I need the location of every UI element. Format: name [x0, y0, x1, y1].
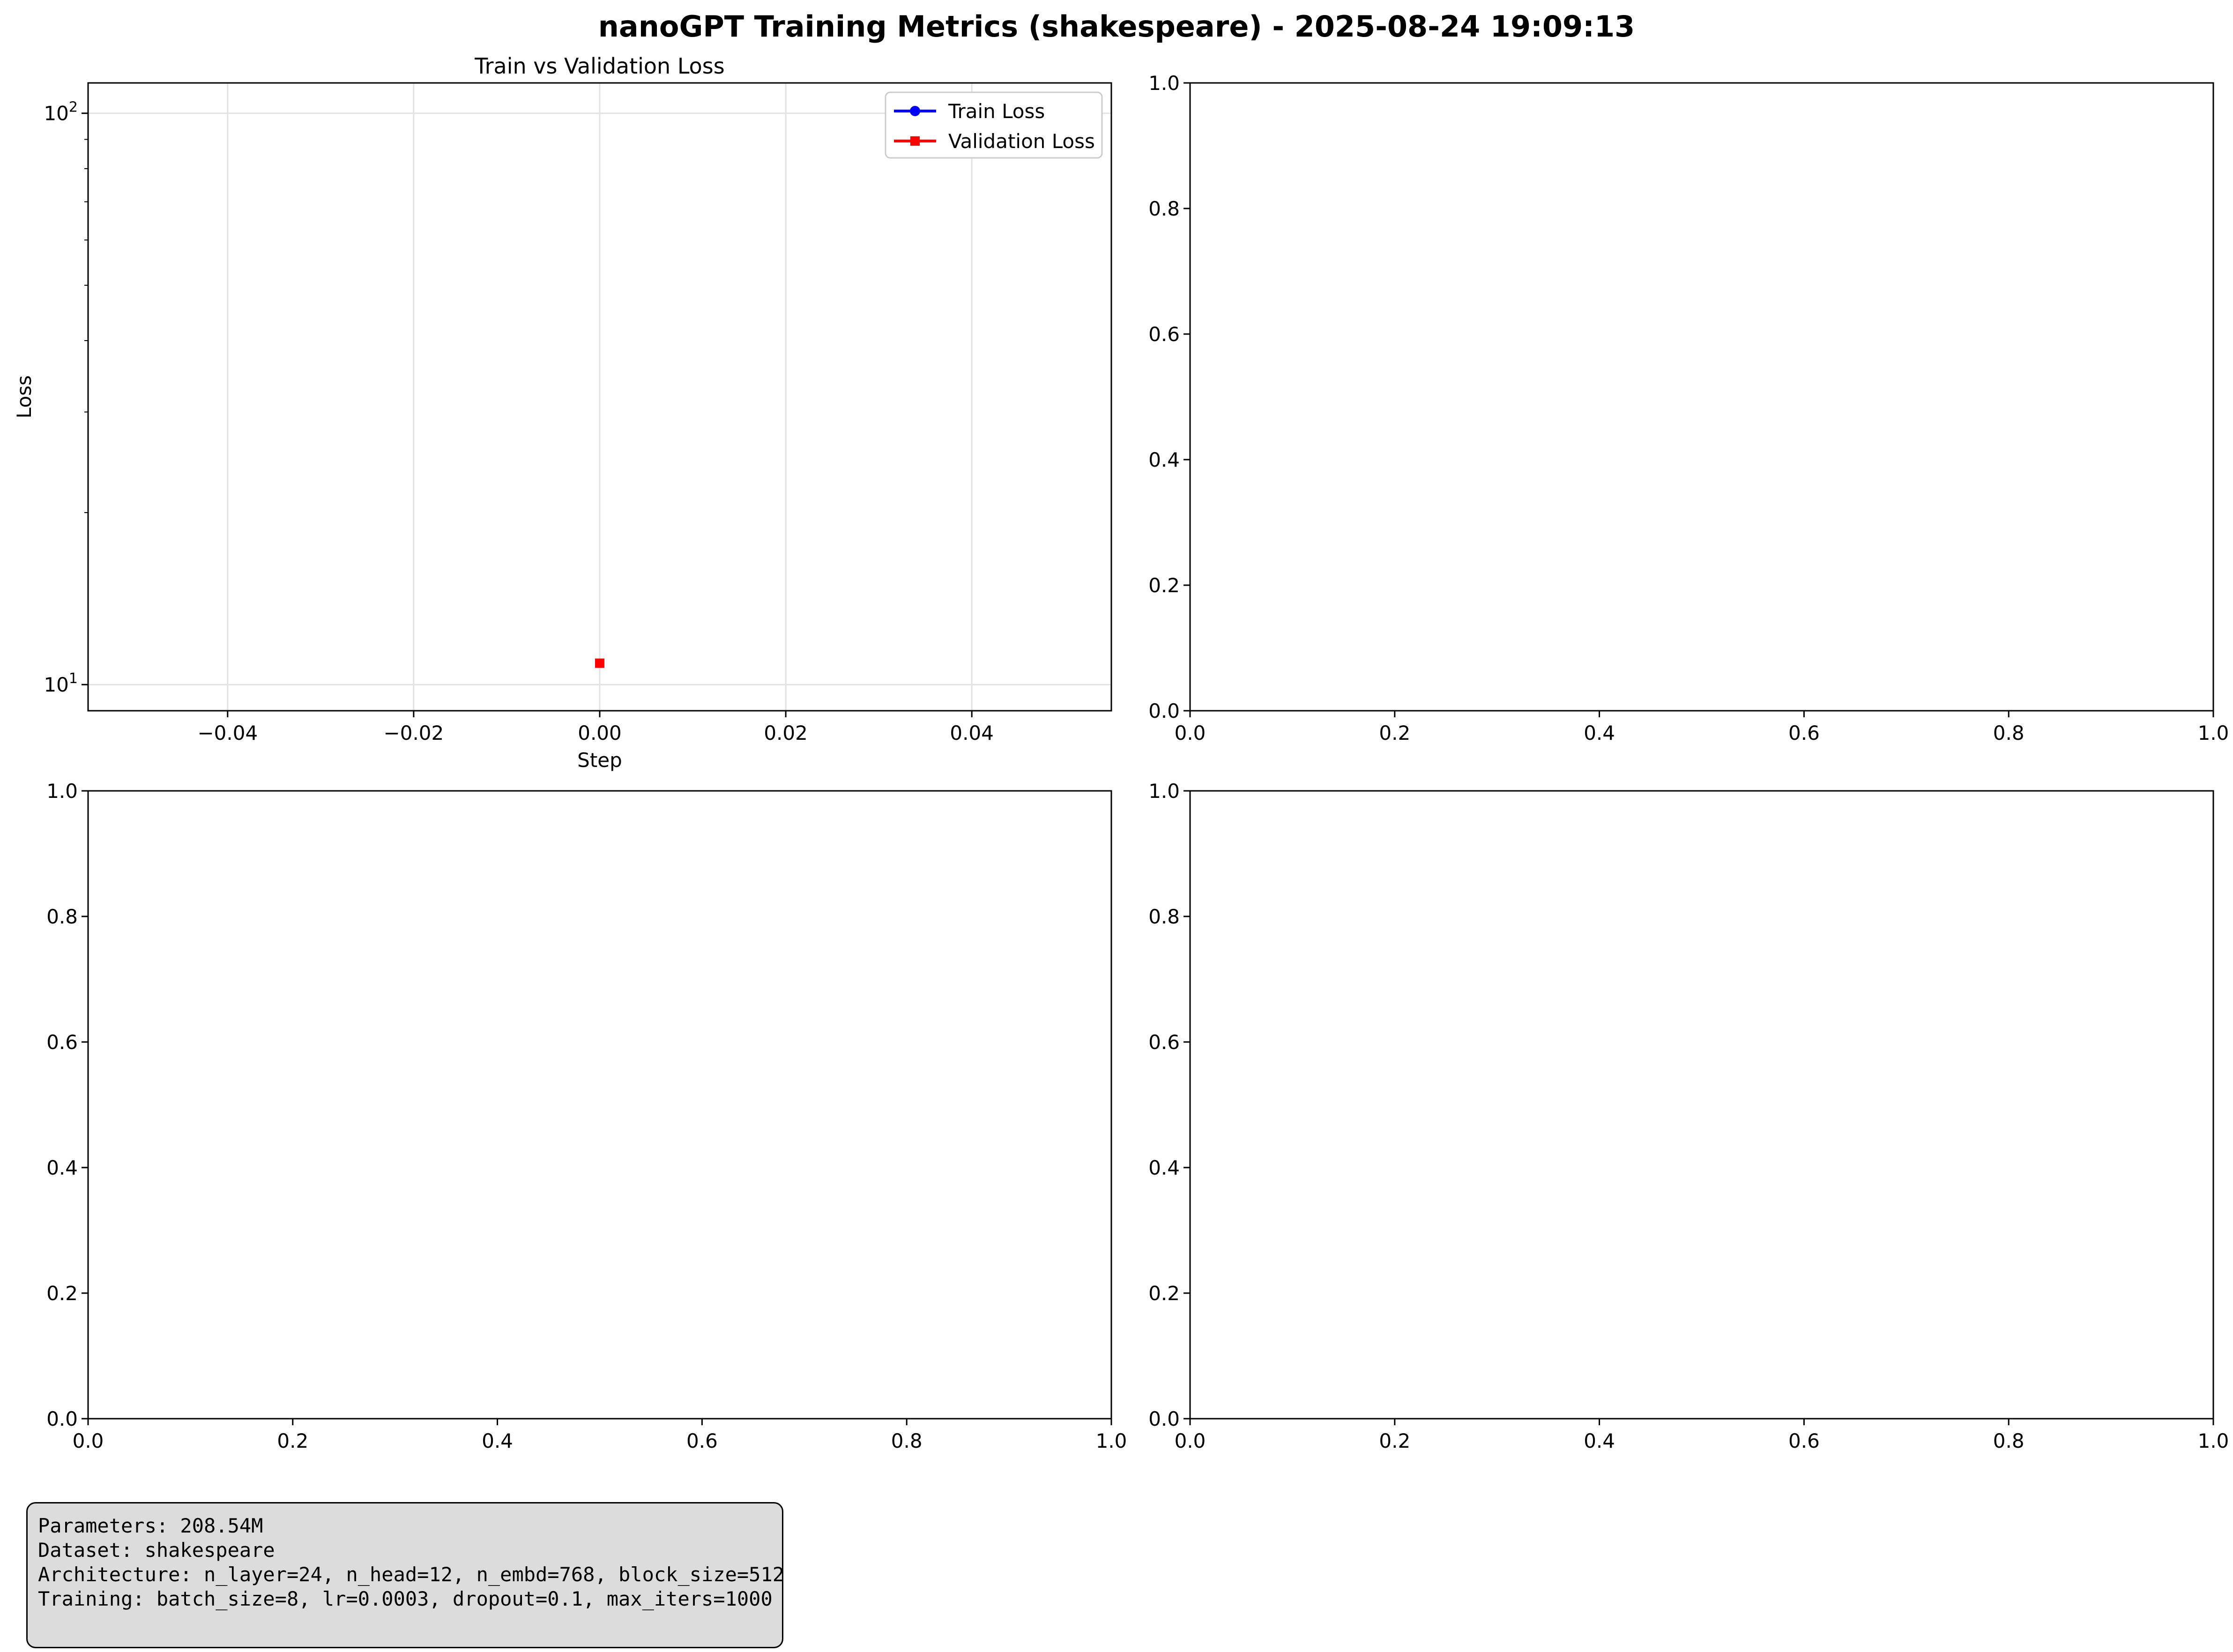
y-tick-label: 0.2: [1148, 1282, 1180, 1305]
axes-frame: [87, 82, 1112, 712]
x-tick-label: 0.6: [686, 1429, 718, 1452]
figure-title: nanoGPT Training Metrics (shakespeare) -…: [598, 9, 1635, 44]
x-tick-label: 0.2: [1379, 1429, 1410, 1452]
y-tick-label: 102: [44, 99, 78, 125]
y-tick-label: 0.6: [1148, 1031, 1180, 1054]
info-training: Training: batch_size=8, lr=0.0003, dropo…: [38, 1587, 773, 1610]
x-tick-label: 1.0: [2198, 722, 2229, 744]
info-dataset: Dataset: shakespeare: [38, 1539, 275, 1562]
axes-title: Train vs Validation Loss: [474, 53, 724, 79]
y-tick-label: 0.4: [46, 1156, 78, 1179]
y-axis-label: Loss: [13, 375, 36, 418]
y-tick-label: 0.2: [46, 1282, 78, 1305]
y-tick-label: 0.8: [46, 905, 78, 928]
axes-frame: [1189, 790, 2214, 1420]
legend-label: Train Loss: [948, 100, 1045, 123]
x-axis-label: Step: [577, 749, 622, 772]
x-tick-label: 0.4: [1584, 1429, 1615, 1452]
legend-marker: [910, 136, 920, 146]
legend-marker: [910, 106, 920, 116]
y-tick-label: 101: [44, 670, 78, 696]
y-tick-label: 1.0: [1148, 72, 1180, 95]
info-architecture: Architecture: n_layer=24, n_head=12, n_e…: [38, 1563, 785, 1586]
x-tick-label: 0.04: [950, 722, 994, 744]
x-tick-label: 1.0: [1096, 1429, 1127, 1452]
x-tick-label: 0.00: [578, 722, 622, 744]
legend: Train Loss Validation Loss: [885, 91, 1103, 159]
data-point: [595, 658, 604, 668]
panel-3: 0.0 0.2 0.4 0.6 0.8 1.0 0.0 0.2 0.4 0.6 0.8 1.0: [46, 780, 1127, 1452]
x-tick-label: 0.2: [277, 1429, 308, 1452]
axes-frame: [1189, 82, 2214, 712]
x-tick-label: 0.0: [73, 1429, 104, 1452]
panel-2: 0.0 0.2 0.4 0.6 0.8 1.0 0.0 0.2 0.4 0.6 0.8 1.0: [1148, 72, 2229, 744]
x-tick-label: −0.04: [197, 722, 258, 744]
y-tick-label: 0.8: [1148, 197, 1180, 220]
y-tick-label: 0.0: [46, 1407, 78, 1430]
y-tick-label: 0.2: [1148, 574, 1180, 597]
y-tick-label: 1.0: [1148, 780, 1180, 803]
model-info-box: Parameters: 208.54M Dataset: shakespeare…: [26, 1502, 785, 1648]
y-tick-label: 0.6: [46, 1031, 78, 1054]
x-tick-label: −0.02: [384, 722, 444, 744]
x-tick-label: 0.2: [1379, 722, 1410, 744]
axes-frame: [87, 790, 1112, 1420]
y-tick-label: 0.6: [1148, 323, 1180, 346]
panel-4: 0.0 0.2 0.4 0.6 0.8 1.0 0.0 0.2 0.4 0.6 0.8 1.0: [1148, 780, 2229, 1452]
y-tick-label: 0.4: [1148, 1156, 1180, 1179]
x-tick-label: 0.6: [1788, 722, 1820, 744]
legend-label: Validation Loss: [948, 130, 1095, 153]
y-tick-label: 0.4: [1148, 448, 1180, 471]
legend-frame: [885, 91, 1103, 159]
x-tick-label: 0.8: [891, 1429, 923, 1452]
y-tick-label: 0.0: [1148, 1407, 1180, 1430]
x-tick-label: 0.0: [1175, 722, 1206, 744]
x-tick-label: 0.8: [1993, 1429, 2025, 1452]
x-tick-label: 0.02: [764, 722, 808, 744]
x-tick-label: 0.6: [1788, 1429, 1820, 1452]
x-tick-label: 0.4: [1584, 722, 1615, 744]
info-parameters: Parameters: 208.54M: [38, 1514, 263, 1537]
y-tick-label: 1.0: [46, 780, 78, 803]
y-tick-label: 0.8: [1148, 905, 1180, 928]
panel-1: −0.04 −0.02 0.00 0.02 0.04 101 102 Train vs Val…: [13, 53, 1112, 772]
x-tick-label: 0.8: [1993, 722, 2025, 744]
y-tick-label: 0.0: [1148, 699, 1180, 722]
x-tick-label: 0.0: [1175, 1429, 1206, 1452]
x-tick-label: 0.4: [482, 1429, 513, 1452]
x-tick-label: 1.0: [2198, 1429, 2229, 1452]
